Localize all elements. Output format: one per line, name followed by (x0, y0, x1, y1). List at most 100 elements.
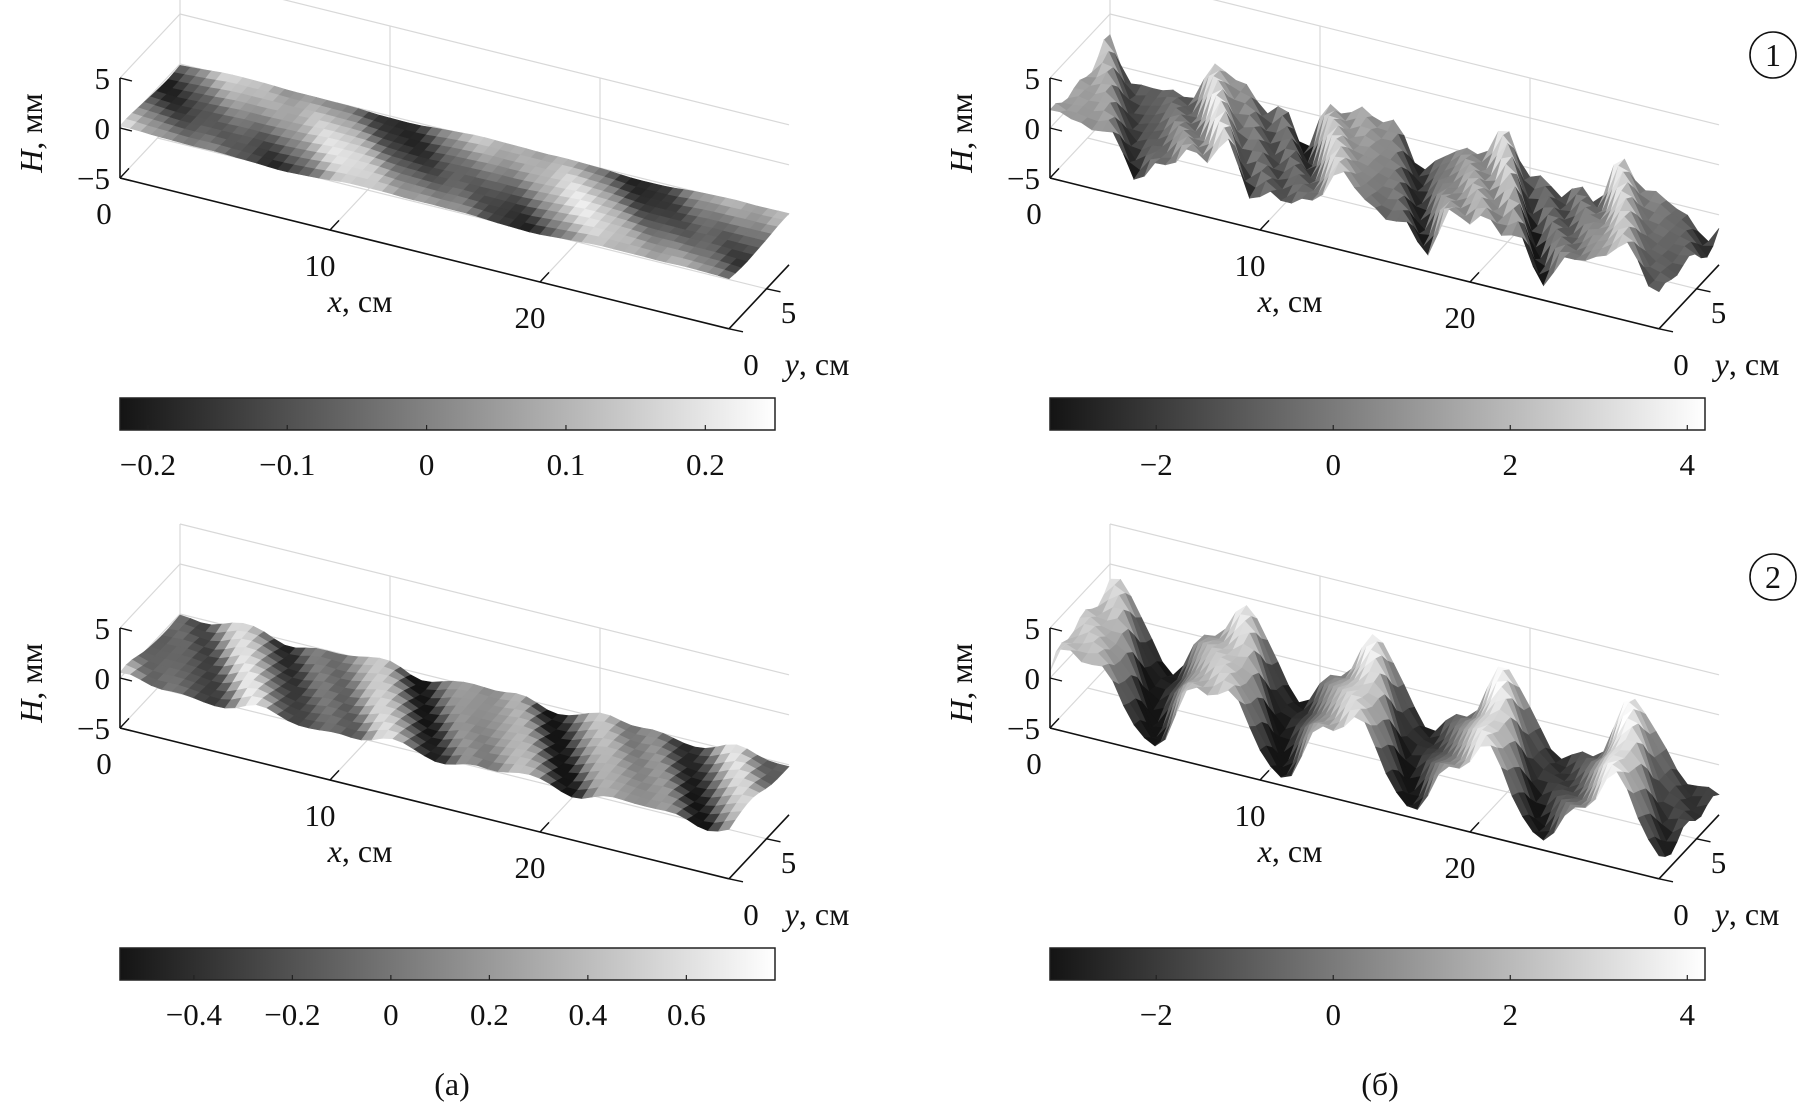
row-label-1: 1 (1765, 37, 1781, 73)
y-axis-line (1658, 814, 1720, 880)
z-tick-label: 5 (95, 611, 111, 646)
z-tick-label: −5 (1007, 711, 1040, 746)
colorbar-tick-label: 0 (1325, 997, 1341, 1032)
grid-line (1049, 663, 1111, 729)
z-tick-label: 5 (95, 61, 111, 96)
y-tick-label: 5 (781, 845, 797, 880)
y-axis-line (728, 814, 790, 880)
colorbar-tick-label: −0.2 (120, 447, 176, 482)
x-tick-mark (1049, 717, 1060, 729)
z-tick-label: 0 (95, 661, 111, 696)
y-tick-mark (1658, 328, 1674, 333)
x-axis-line (1049, 727, 1660, 880)
grid-line (119, 13, 181, 79)
z-tick-label: 5 (1025, 611, 1041, 646)
surface-facet (717, 819, 736, 832)
y-tick-label: 0 (1673, 897, 1689, 932)
z-tick-label: −5 (77, 711, 110, 746)
surface-mesh (1049, 34, 1720, 293)
x-tick-mark (1469, 271, 1480, 283)
x-tick-label: 20 (515, 300, 546, 335)
z-tick-mark (1049, 727, 1063, 732)
colorbar-tick-label: 0 (383, 997, 399, 1032)
x-tick-label: 10 (1235, 248, 1266, 283)
z-tick-mark (119, 177, 133, 182)
y-tick-mark (1658, 878, 1674, 883)
z-tick-mark (119, 727, 133, 732)
colorbar-tick-label: 0.1 (547, 447, 586, 482)
colorbar-tick-label: −0.1 (259, 447, 315, 482)
colorbar-tick-label: 0 (1325, 447, 1341, 482)
z-axis-label: H, мм (13, 93, 49, 174)
y-tick-label: 5 (781, 295, 797, 330)
grid-line (1212, 0, 1720, 126)
x-tick-label: 0 (1026, 746, 1042, 781)
colorbar-tick-label: 0.4 (568, 997, 607, 1032)
x-tick-label: 0 (96, 196, 112, 231)
x-axis-label: x, см (1257, 833, 1323, 869)
y-tick-label: 5 (1711, 295, 1727, 330)
z-axis-label: H, мм (13, 643, 49, 724)
colorbar-ramp (1049, 947, 1706, 981)
colorbar-ramp (1049, 397, 1706, 431)
z-tick-mark (119, 627, 133, 632)
x-tick-mark (329, 219, 340, 231)
x-axis-label: x, см (327, 283, 393, 319)
y-axis-label: y, см (1712, 896, 1780, 932)
z-tick-mark (1049, 677, 1063, 682)
axes-box (119, 523, 790, 840)
y-axis-label: y, см (1712, 346, 1780, 382)
panel-caption-a: (а) (434, 1066, 470, 1102)
grid-line (1109, 523, 1720, 676)
z-tick-label: 5 (1025, 61, 1041, 96)
colorbar-tick-label: −0.2 (264, 997, 320, 1032)
grid-line (179, 563, 790, 716)
y-axis-line (1658, 264, 1720, 330)
x-tick-label: 0 (96, 746, 112, 781)
colorbar-tick-label: 0.2 (470, 997, 509, 1032)
surface-mesh (1049, 578, 1720, 857)
x-axis-line (119, 177, 730, 330)
colorbar-tick-label: −2 (1140, 997, 1173, 1032)
grid-line (1109, 13, 1720, 166)
x-tick-label: 20 (515, 850, 546, 885)
colorbar-tick-label: 0.2 (686, 447, 725, 482)
y-axis-line (728, 264, 790, 330)
x-tick-mark (119, 717, 130, 729)
z-axis-label: H, мм (943, 93, 979, 174)
y-tick-label: 5 (1711, 845, 1727, 880)
x-tick-mark (1259, 769, 1270, 781)
panel-caption-b: (б) (1361, 1066, 1399, 1102)
x-tick-label: 10 (305, 798, 336, 833)
y-axis-label: y, см (782, 896, 850, 932)
x-tick-mark (1469, 821, 1480, 833)
x-tick-mark (1049, 167, 1060, 179)
grid-line (1049, 13, 1111, 79)
colorbar-tick-label: −2 (1140, 447, 1173, 482)
surface-mesh (119, 64, 790, 280)
x-tick-label: 20 (1445, 850, 1476, 885)
z-tick-mark (1049, 627, 1063, 632)
surface-mesh (119, 614, 790, 832)
z-tick-label: 0 (1025, 661, 1041, 696)
grid-line (119, 563, 181, 629)
z-tick-mark (1049, 127, 1063, 132)
colorbar-tick-label: 2 (1503, 447, 1519, 482)
y-tick-mark (728, 878, 744, 883)
x-axis-label: x, см (327, 833, 393, 869)
grid-line (179, 523, 790, 676)
x-axis-line (1049, 177, 1660, 330)
row-marker-1: 1 (1749, 31, 1797, 79)
x-tick-mark (119, 167, 130, 179)
x-tick-label: 10 (305, 248, 336, 283)
surface-facet (1647, 280, 1666, 293)
row-marker-2: 2 (1749, 553, 1797, 601)
x-tick-label: 20 (1445, 300, 1476, 335)
x-tick-label: 10 (1235, 798, 1266, 833)
